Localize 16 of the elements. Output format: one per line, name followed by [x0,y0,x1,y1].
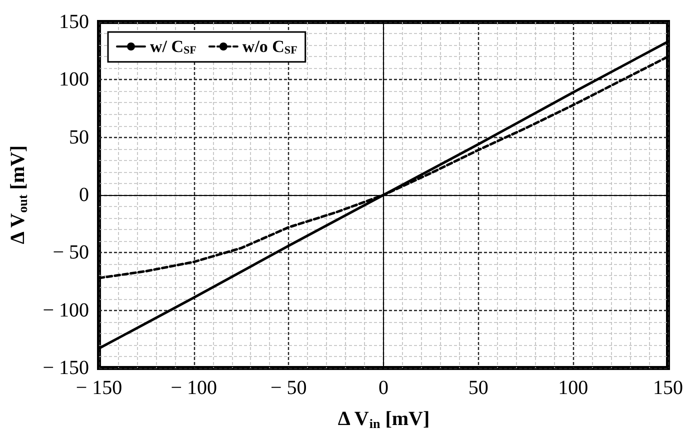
x-tick-label: 100 [558,377,588,399]
x-tick-label: 50 [468,377,488,399]
y-tick-label: 50 [69,126,89,148]
y-tick-label: − 150 [42,357,89,379]
x-tick-label: 150 [653,377,683,399]
y-tick-label: 0 [79,184,89,206]
x-tick-label: 0 [378,377,388,399]
y-tick-label: 100 [59,68,89,91]
legend-label: w/o CSF [242,37,298,56]
y-axis-title: Δ Vout [mV] [7,145,30,244]
legend-label: w/ CSF [150,37,197,56]
y-tick-label: − 50 [52,242,89,264]
y-tick-label: 150 [59,11,89,33]
y-tick-label: − 100 [42,299,89,322]
x-tick-label: − 100 [170,377,217,399]
x-tick-label: − 50 [270,377,307,399]
